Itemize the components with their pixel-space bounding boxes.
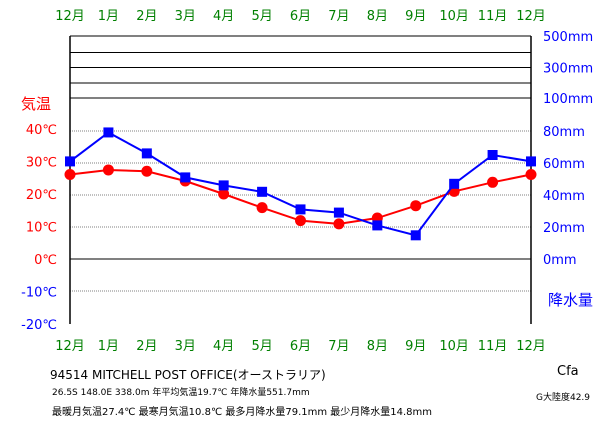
temperature-tick-label: 20℃ <box>26 188 57 203</box>
month-label-top: 12月 <box>516 9 546 24</box>
temperature-tick-label: 40℃ <box>26 123 57 138</box>
month-label-top: 1月 <box>98 9 119 24</box>
precipitation-point <box>257 186 268 197</box>
precipitation-point <box>295 204 306 215</box>
month-label-top: 7月 <box>328 9 349 24</box>
station-code-name: 94514 MITCHELL POST OFFICE(オーストラリア) <box>50 368 326 382</box>
month-label-top: 5月 <box>251 9 272 24</box>
month-label-bottom: 1月 <box>98 339 119 354</box>
month-label-bottom: 7月 <box>328 339 349 354</box>
month-label-bottom: 2月 <box>136 339 157 354</box>
temperature-point <box>410 200 422 212</box>
precipitation-point <box>180 172 191 183</box>
temperature-tick-label: 0℃ <box>34 253 57 268</box>
month-label-top: 12月 <box>55 9 85 24</box>
precipitation-tick-label: 300mm <box>543 62 593 77</box>
temperature-point <box>102 164 114 176</box>
station-extremes: 最暖月気温27.4℃ 最寒月気温10.8℃ 最多月降水量79.1mm 最少月降水… <box>52 407 433 418</box>
month-label-bottom: 4月 <box>213 339 234 354</box>
chart-axes <box>69 36 532 324</box>
temperature-tick-label: -10℃ <box>21 286 57 301</box>
precipitation-tick-label: 100mm <box>543 92 593 107</box>
month-label-bottom: 6月 <box>290 339 311 354</box>
temperature-point <box>295 215 306 227</box>
month-label-bottom: 9月 <box>405 339 426 354</box>
precipitation-tick-label: 80mm <box>543 125 585 140</box>
precipitation-point <box>103 127 114 138</box>
grid-lines <box>70 35 531 292</box>
month-label-top: 11月 <box>478 9 508 24</box>
month-label-top: 9月 <box>405 9 426 24</box>
temperature-point <box>218 188 230 200</box>
continentality-index: G大陸度42.9 <box>536 393 591 403</box>
station-location-summary: 26.5S 148.0E 338.0m 年平均気温19.7℃ 年降水量551.7… <box>52 388 310 398</box>
precipitation-point <box>526 156 536 167</box>
month-label-bottom: 3月 <box>175 339 196 354</box>
temperature-point <box>487 176 499 188</box>
temperature-point <box>141 165 153 177</box>
temperature-point <box>525 169 537 180</box>
month-label-bottom: 12月 <box>55 339 85 354</box>
precipitation-tick-label: 500mm <box>543 30 593 45</box>
month-label-top: 3月 <box>175 9 196 24</box>
month-label-top: 8月 <box>367 9 388 24</box>
temperature-point <box>256 202 268 214</box>
precipitation-point <box>372 220 383 231</box>
precipitation-point <box>449 178 460 189</box>
precipitation-tick-label: 60mm <box>543 157 585 172</box>
koppen-class: Cfa <box>557 364 579 379</box>
month-labels-bottom: 12月 1月 2月 3月 4月 5月 6月 7月 8月 9月 10月 11月 12月 <box>55 339 546 354</box>
precipitation-point <box>218 180 229 191</box>
month-label-top: 4月 <box>213 9 234 24</box>
precipitation-point <box>65 156 75 167</box>
month-label-bottom: 8月 <box>367 339 388 354</box>
precipitation-axis-title: 降水量 <box>548 291 593 309</box>
temperature-axis-title: 気温 <box>21 95 51 113</box>
temperature-point <box>64 169 76 180</box>
month-label-top: 6月 <box>290 9 311 24</box>
month-label-bottom: 11月 <box>478 339 508 354</box>
precipitation-point <box>487 150 498 160</box>
temperature-tick-label: 30℃ <box>26 156 57 171</box>
precipitation-point <box>141 148 152 159</box>
month-labels-top: 12月 1月 2月 3月 4月 5月 6月 7月 8月 9月 10月 11月 12月 <box>55 9 546 24</box>
month-label-top: 2月 <box>136 9 157 24</box>
precipitation-point <box>410 230 421 241</box>
month-label-top: 10月 <box>439 9 469 24</box>
precipitation-tick-label: 40mm <box>543 189 585 204</box>
precipitation-tick-label: 20mm <box>543 221 585 236</box>
temperature-tick-label: -20℃ <box>21 318 57 333</box>
month-label-bottom: 12月 <box>516 339 546 354</box>
temperature-tick-label: 10℃ <box>26 221 57 236</box>
precipitation-tick-labels: 500mm 300mm 100mm 80mm 60mm 40mm 20mm 0mm <box>543 30 593 268</box>
precipitation-point <box>333 207 344 218</box>
month-label-bottom: 5月 <box>251 339 272 354</box>
data-series <box>64 127 537 241</box>
month-label-bottom: 10月 <box>439 339 469 354</box>
temperature-tick-labels: 40℃ 30℃ 20℃ 10℃ 0℃ -10℃ -20℃ <box>21 123 57 333</box>
temperature-point <box>333 218 345 230</box>
precipitation-tick-label: 0mm <box>543 253 577 268</box>
